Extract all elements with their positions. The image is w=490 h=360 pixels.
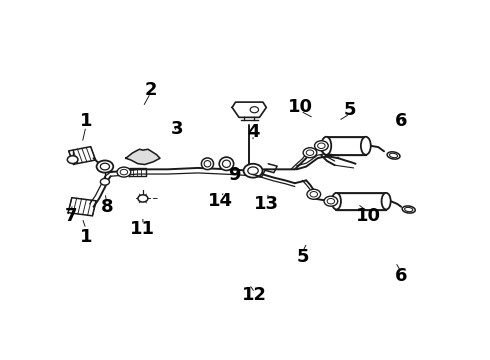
Text: 10: 10	[356, 207, 381, 225]
Text: 1: 1	[80, 228, 92, 246]
Circle shape	[67, 156, 78, 163]
Polygon shape	[126, 149, 160, 165]
Circle shape	[307, 189, 320, 199]
Circle shape	[248, 167, 258, 175]
Circle shape	[303, 148, 317, 158]
Ellipse shape	[332, 193, 341, 210]
Bar	[326, 137, 366, 155]
Circle shape	[327, 198, 335, 204]
Circle shape	[97, 161, 113, 173]
Text: 9: 9	[228, 166, 240, 184]
Circle shape	[138, 195, 148, 202]
Ellipse shape	[382, 193, 391, 210]
Text: 4: 4	[247, 123, 259, 141]
Ellipse shape	[387, 152, 400, 159]
Circle shape	[120, 169, 128, 175]
Circle shape	[306, 150, 314, 156]
Text: 13: 13	[254, 195, 279, 213]
Ellipse shape	[321, 137, 331, 155]
Text: 8: 8	[100, 198, 113, 216]
Bar	[336, 193, 386, 210]
Circle shape	[318, 143, 325, 149]
Ellipse shape	[201, 158, 214, 170]
Circle shape	[100, 163, 110, 170]
Circle shape	[310, 192, 318, 197]
Ellipse shape	[204, 161, 211, 167]
Text: 12: 12	[243, 287, 268, 305]
Polygon shape	[232, 102, 267, 117]
Circle shape	[324, 196, 338, 206]
Ellipse shape	[219, 157, 234, 170]
Circle shape	[206, 162, 209, 165]
Ellipse shape	[405, 207, 413, 212]
Ellipse shape	[402, 206, 415, 213]
Text: 11: 11	[130, 220, 155, 238]
Text: 14: 14	[208, 192, 233, 210]
Circle shape	[100, 179, 109, 185]
Text: 7: 7	[65, 207, 77, 225]
Text: 5: 5	[343, 101, 356, 119]
Circle shape	[315, 141, 328, 151]
Circle shape	[117, 167, 131, 177]
Text: 10: 10	[288, 98, 313, 116]
Circle shape	[250, 107, 259, 113]
Text: 1: 1	[80, 112, 92, 130]
Text: 5: 5	[296, 248, 309, 266]
Circle shape	[224, 162, 229, 165]
Text: 6: 6	[395, 267, 407, 285]
Text: 6: 6	[395, 112, 407, 130]
Ellipse shape	[361, 137, 371, 155]
Text: 2: 2	[144, 81, 157, 99]
Circle shape	[244, 164, 263, 177]
Text: 3: 3	[171, 120, 183, 138]
Ellipse shape	[390, 153, 397, 158]
Ellipse shape	[222, 160, 230, 167]
